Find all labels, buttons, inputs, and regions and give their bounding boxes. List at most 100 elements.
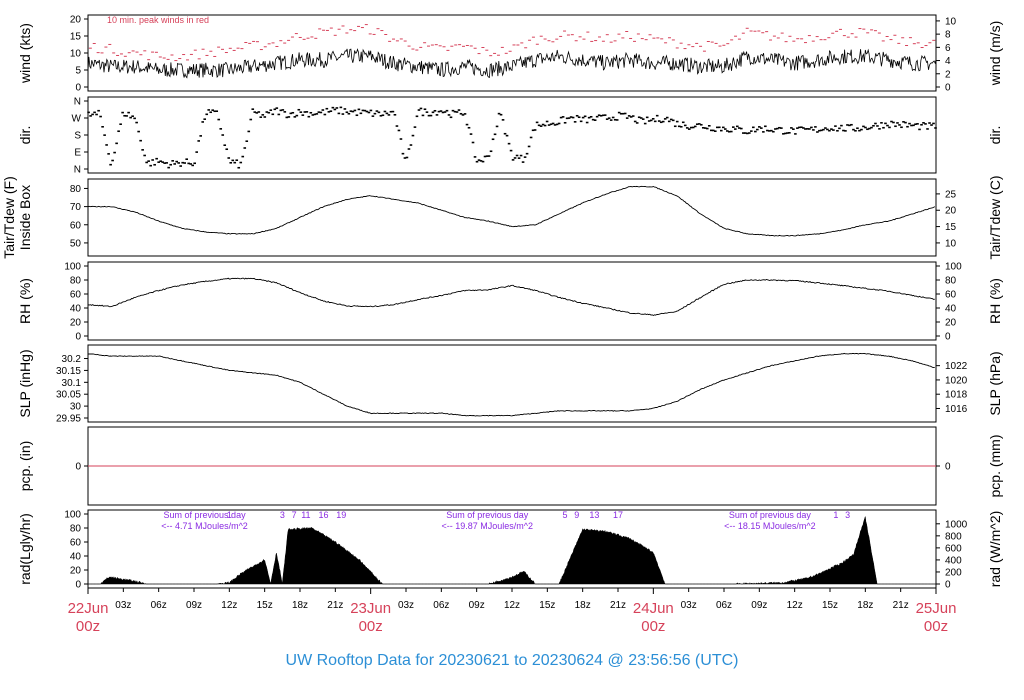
rad-hour-mark: 13 (589, 510, 599, 520)
rad-annotation-sum: <-- 18.15 MJoules/m^2 (724, 521, 816, 531)
wind-ylabel-right: wind (m/s) (987, 21, 1003, 87)
rad-ytick-label-right: 0 (945, 580, 951, 591)
rad-annotation-title: Sum of previous day (446, 510, 529, 520)
rad-ytick-label-right: 1000 (945, 519, 968, 530)
rad-ytick-label-right: 600 (945, 543, 962, 554)
rad-ytick-label-right: 800 (945, 531, 962, 542)
x-hour-label: 15z (822, 600, 838, 611)
rad-hour-mark: 3 (845, 510, 850, 520)
wind-speed-line (87, 48, 937, 79)
x-hour-label: 18z (292, 600, 308, 611)
slp-line (88, 352, 935, 417)
rad-ytick-label-right: 400 (945, 555, 962, 566)
pcp-ylabel-left: pcp. (in) (17, 441, 33, 492)
wind-ytick-label-left: 20 (70, 15, 82, 26)
temp-ytick-label-right: 15 (945, 222, 957, 233)
dir-ytick-label-left: W (72, 114, 82, 125)
footer-title: UW Rooftop Data for 20230621 to 20230624… (286, 652, 739, 669)
rh-ytick-label-left: 100 (64, 262, 81, 273)
slp-panel-frame (87, 344, 937, 423)
x-hour-label: 09z (186, 600, 202, 611)
wind-ytick-label-right: 0 (945, 83, 951, 94)
x-hour-label: 12z (504, 600, 520, 611)
dir-ylabel-right: dir. (987, 126, 1003, 145)
rad-hour-mark: 17 (613, 510, 623, 520)
x-hour-label: 06z (151, 600, 167, 611)
pcp-ytick-label-right: 0 (945, 462, 951, 473)
slp-ylabel-right: SLP (hPa) (987, 351, 1003, 415)
slp-ytick-label-right: 1016 (945, 404, 968, 415)
rad-ylabel-right: rad (W/m^2) (987, 511, 1003, 588)
rh-ytick-label-right: 80 (945, 276, 957, 287)
x-hour-label: 21z (610, 600, 626, 611)
x-hour-label: 03z (681, 600, 697, 611)
rad-hour-mark: 1 (833, 510, 838, 520)
temp-ytick-label-right: 10 (945, 238, 957, 249)
rad-annotation-title: Sum of previous day (164, 510, 247, 520)
rad-hour-mark: 19 (336, 510, 346, 520)
temp-panel-frame (87, 178, 937, 257)
wind-ytick-label-left: 0 (75, 83, 81, 94)
rh-ylabel-right: RH (%) (987, 278, 1003, 324)
x-hour-label: 12z (787, 600, 803, 611)
dir-ytick-label-left: E (74, 148, 81, 159)
x-hour-label: 06z (433, 600, 449, 611)
slp-ytick-label-right: 1018 (945, 390, 968, 401)
rh-line (87, 277, 935, 317)
wind-ytick-label-right: 2 (945, 69, 951, 80)
rad-ylabel-left: rad(Lgly/hr) (17, 513, 33, 585)
x-hour-label: 15z (539, 600, 555, 611)
pcp-ytick-label-left: 0 (75, 462, 81, 473)
rad-hour-mark: 7 (292, 510, 297, 520)
x-day-label-time: 00z (359, 618, 383, 635)
rad-hour-mark: 5 (562, 510, 567, 520)
slp-ytick-label-left: 30.2 (62, 354, 82, 365)
rad-ytick-label-left: 80 (70, 524, 82, 535)
x-day-label: 24Jun (633, 600, 674, 617)
x-day-label-time: 00z (641, 618, 665, 635)
rh-ytick-label-right: 0 (945, 332, 951, 343)
x-day-label: 25Jun (916, 600, 957, 617)
x-hour-label: 09z (469, 600, 485, 611)
rad-ytick-label-left: 40 (70, 552, 82, 563)
rh-ytick-label-left: 40 (70, 304, 82, 315)
wind-ytick-label-right: 10 (945, 16, 957, 27)
peak-winds-note: 10 min. peak winds in red (107, 15, 209, 25)
rad-ytick-label-right: 200 (945, 567, 962, 578)
wind-ytick-label-left: 5 (75, 66, 81, 77)
rad-hour-mark: 16 (319, 510, 329, 520)
slp-ytick-label-left: 30 (70, 402, 82, 413)
radiation-area (88, 516, 936, 585)
rad-annotation-sum: <-- 4.71 MJoules/m^2 (161, 521, 248, 531)
rh-ylabel-left: RH (%) (17, 278, 33, 324)
rh-ytick-label-right: 40 (945, 304, 957, 315)
x-day-label-time: 00z (76, 618, 100, 635)
rad-ytick-label-left: 100 (64, 510, 81, 521)
temp-ylabel-left: Inside Box (17, 185, 33, 250)
x-day-label: 22Jun (68, 600, 109, 617)
wind-ytick-label-right: 6 (945, 43, 951, 54)
wind-ytick-label-left: 10 (70, 49, 82, 60)
rh-ytick-label-left: 0 (75, 332, 81, 343)
rad-hour-mark: 3 (280, 510, 285, 520)
temp-ylabel-left2: Tair/Tdew (F) (1, 176, 17, 258)
wind-ylabel-left: wind (kts) (17, 23, 33, 84)
temp-ytick-label-left: 50 (70, 238, 82, 249)
x-hour-label: 03z (115, 600, 131, 611)
slp-ytick-label-left: 30.15 (56, 366, 81, 377)
dir-ytick-label-left: N (74, 97, 81, 108)
x-hour-label: 15z (257, 600, 273, 611)
rh-ytick-label-right: 100 (945, 262, 962, 273)
wind-ytick-label-left: 15 (70, 32, 82, 43)
x-day-label-time: 00z (924, 618, 948, 635)
wind-ytick-label-right: 8 (945, 30, 951, 41)
slp-ytick-label-right: 1022 (945, 361, 968, 372)
x-hour-label: 18z (575, 600, 591, 611)
dir-panel-frame (87, 96, 937, 174)
temp-line (87, 185, 936, 237)
pcp-ylabel-right: pcp. (mm) (987, 435, 1003, 498)
rad-hour-mark: 9 (574, 510, 579, 520)
rh-ytick-label-left: 20 (70, 318, 82, 329)
temp-ytick-label-right: 25 (945, 189, 957, 200)
